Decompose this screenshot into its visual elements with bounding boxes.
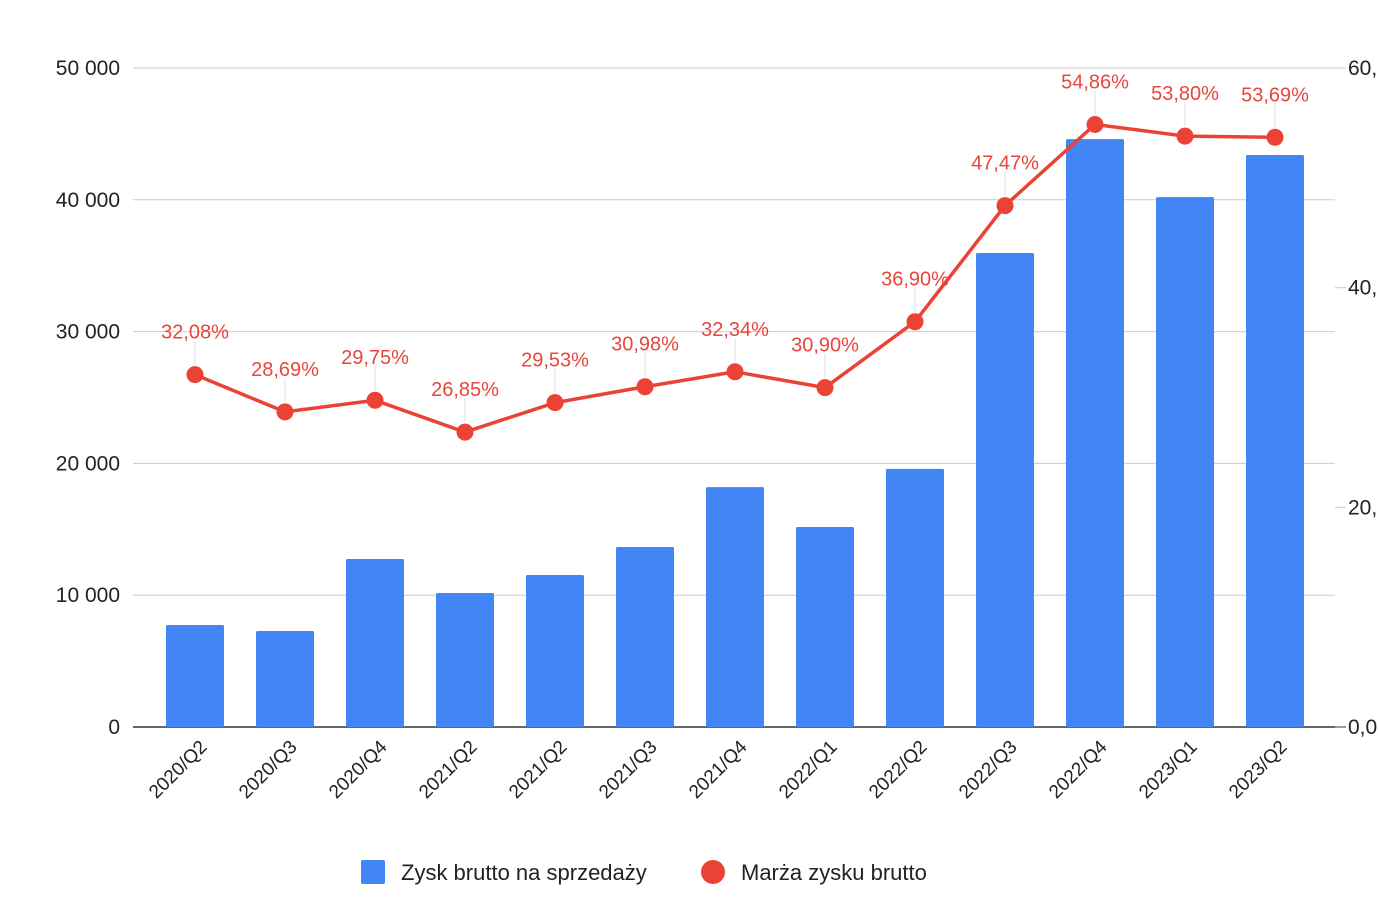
left-axis-tick: 20 000 [56, 452, 120, 475]
bar[interactable] [1066, 139, 1124, 727]
legend-swatch-line [701, 860, 725, 884]
line-point[interactable] [816, 379, 834, 397]
data-label: 54,86% [1061, 71, 1129, 93]
right-axis-tick: 60,00% [1348, 57, 1378, 80]
right-axis-tick: 0,00% [1348, 716, 1378, 739]
line-point[interactable] [636, 378, 654, 396]
data-label: 29,53% [521, 350, 589, 372]
bar[interactable] [1246, 154, 1304, 727]
legend-swatch-bars [361, 860, 385, 884]
bar[interactable] [976, 253, 1034, 728]
data-label: 30,90% [791, 335, 859, 357]
data-label: 30,98% [611, 334, 679, 356]
data-label: 36,90% [881, 269, 949, 291]
data-label: 53,80% [1151, 83, 1219, 105]
bar[interactable] [436, 592, 494, 727]
left-axis-tick: 30 000 [56, 321, 120, 344]
left-axis-tick: 50 000 [56, 57, 120, 80]
right-axis-tick: 40,00% [1348, 277, 1378, 300]
x-axis-tick: 2021/Q2 [505, 737, 571, 803]
line-point[interactable] [186, 366, 204, 384]
x-axis-tick: 2021/Q3 [595, 737, 661, 803]
legend-label-line: Marża zysku brutto [741, 860, 927, 885]
line-point[interactable] [456, 423, 474, 441]
bar[interactable] [166, 624, 224, 727]
x-axis-tick: 2020/Q2 [145, 737, 211, 803]
data-label: 53,69% [1241, 84, 1309, 106]
line-point[interactable] [276, 403, 294, 421]
line-point[interactable] [906, 313, 924, 331]
line-point[interactable] [1176, 127, 1194, 145]
x-axis-tick: 2020/Q3 [235, 737, 301, 803]
data-label: 28,69% [251, 359, 319, 381]
x-axis-tick: 2021/Q4 [685, 736, 752, 803]
data-label: 47,47% [971, 153, 1039, 175]
x-axis-tick: 2022/Q3 [955, 737, 1021, 803]
line-point[interactable] [1266, 128, 1284, 146]
line-point[interactable] [546, 394, 564, 412]
data-label: 29,75% [341, 347, 409, 369]
bar[interactable] [346, 558, 404, 727]
bar[interactable] [886, 468, 944, 727]
bar[interactable] [616, 546, 674, 727]
data-label: 26,85% [431, 379, 499, 401]
left-axis-tick: 40 000 [56, 189, 120, 212]
bar[interactable] [796, 527, 854, 727]
left-axis-tick: 0 [108, 716, 120, 739]
bar[interactable] [256, 631, 314, 727]
x-axis-tick: 2022/Q1 [775, 737, 841, 803]
legend-label-bars: Zysk brutto na sprzedaży [401, 860, 647, 885]
line-point[interactable] [726, 363, 744, 381]
line-point[interactable] [1086, 115, 1104, 133]
bar[interactable] [1156, 197, 1214, 727]
x-axis-tick: 2022/Q2 [865, 737, 931, 803]
x-axis-tick: 2023/Q1 [1135, 737, 1201, 803]
bar[interactable] [526, 575, 584, 727]
x-axis-tick: 2021/Q2 [415, 737, 481, 803]
x-axis-tick: 2020/Q4 [325, 736, 392, 803]
right-axis-tick: 20,00% [1348, 496, 1378, 519]
x-axis-tick: 2022/Q4 [1045, 736, 1112, 803]
x-axis-tick: 2023/Q2 [1225, 737, 1291, 803]
data-label: 32,34% [701, 319, 769, 341]
left-axis-tick: 10 000 [56, 584, 120, 607]
data-label: 32,08% [161, 322, 229, 344]
line-point[interactable] [996, 197, 1014, 215]
line-point[interactable] [366, 391, 384, 409]
bar[interactable] [706, 487, 764, 727]
legend: Zysk brutto na sprzedaży Marża zysku bru… [361, 860, 927, 885]
